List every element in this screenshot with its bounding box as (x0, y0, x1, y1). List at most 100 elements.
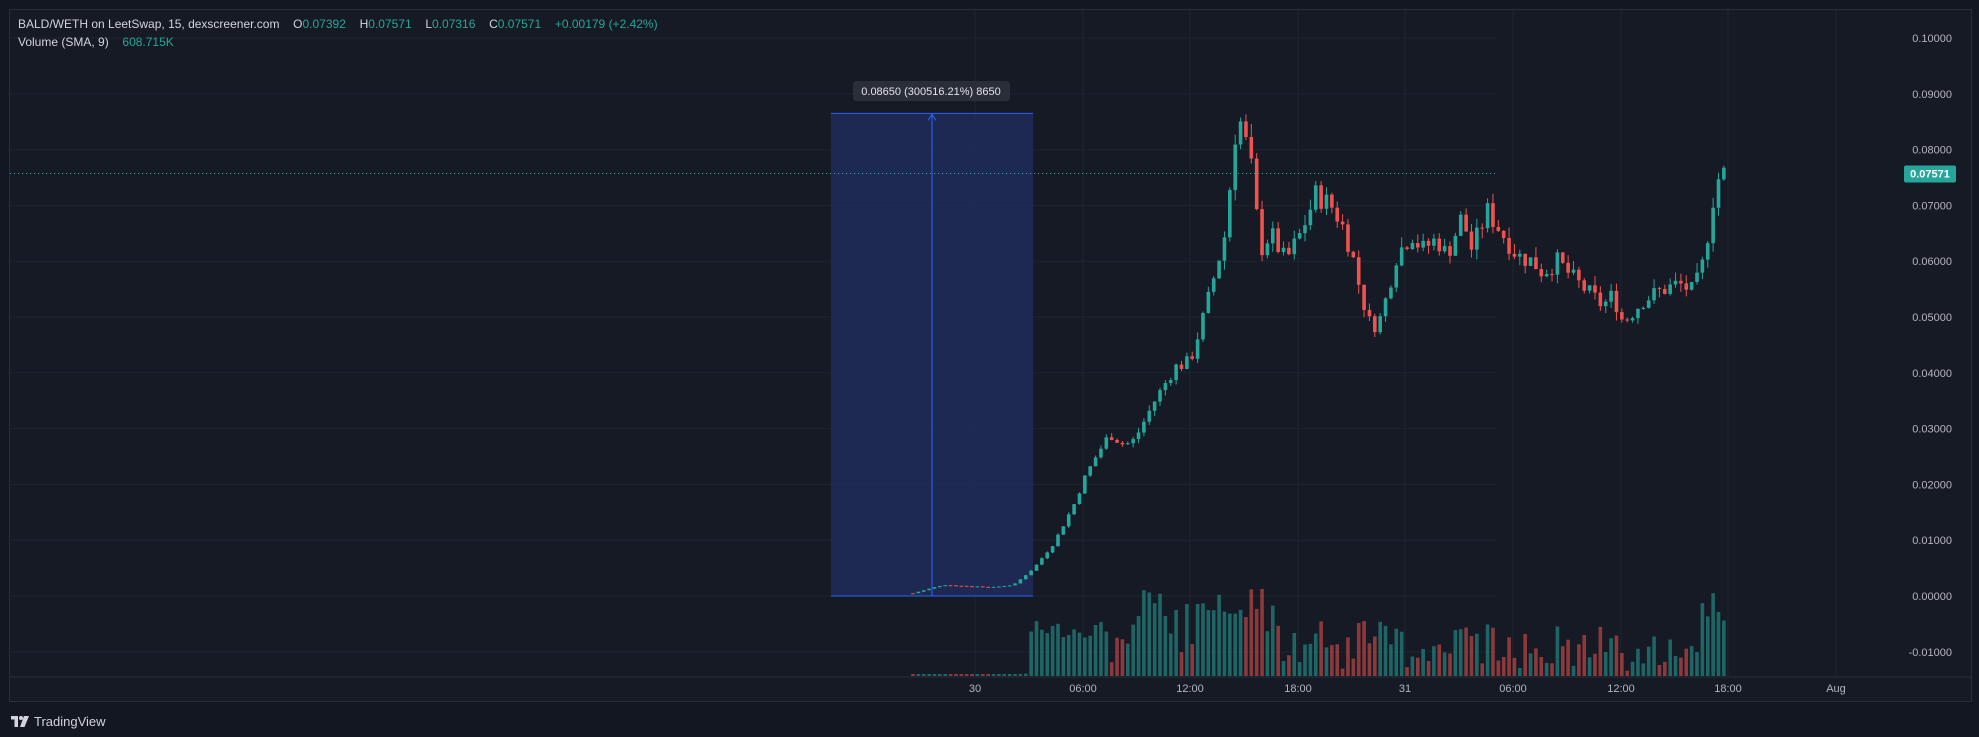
candle-body (1539, 269, 1544, 277)
volume-bar (1620, 653, 1624, 676)
volume-bar (1539, 656, 1544, 676)
candle-body (1083, 475, 1087, 494)
candle-body (1555, 252, 1560, 275)
volume-bar (1421, 648, 1425, 676)
volume-bar (1007, 674, 1012, 676)
candle-body (1206, 291, 1211, 314)
volume-bar (1163, 615, 1168, 676)
price-tick-label: 0.10000 (1912, 33, 1952, 45)
candle-body (1362, 284, 1366, 310)
price-tick-label: 0.07000 (1912, 200, 1952, 212)
candle-body (975, 586, 980, 588)
candle-body (954, 585, 958, 587)
candle-body (1673, 280, 1678, 285)
volume-bar (1399, 631, 1404, 676)
candle-body (1034, 564, 1039, 571)
volume-bar (1383, 625, 1388, 676)
candle-body (1281, 247, 1286, 252)
candle-body (1088, 466, 1093, 476)
candle-body (1598, 292, 1603, 307)
candle-body (1641, 307, 1646, 309)
price-tick-label: 0.09000 (1912, 89, 1952, 101)
chart-grid (10, 10, 1837, 676)
volume-bar (1555, 626, 1560, 676)
volume-bar (1469, 636, 1474, 676)
symbol-legend[interactable]: BALD/WETH on LeetSwap, 15, dexscreener.c… (18, 17, 658, 31)
candle-body (948, 585, 953, 587)
volume-legend[interactable]: Volume (SMA, 9) 608.715K (18, 35, 174, 49)
price-tick-label: 0.06000 (1912, 256, 1952, 268)
price-tick-label: 0.02000 (1912, 479, 1952, 491)
candle-body (1147, 410, 1152, 422)
candle-body (1174, 364, 1178, 381)
candle-body (1389, 287, 1393, 299)
candle-body (1126, 443, 1130, 445)
volume-bar (1265, 631, 1270, 676)
volume-label: Volume (SMA, 9) (18, 35, 109, 49)
candle-body (927, 588, 931, 591)
candle-body (1582, 280, 1587, 291)
candle-body (986, 586, 990, 588)
candle-body (1550, 274, 1554, 276)
candle-body (1190, 356, 1195, 359)
low-value: 0.07316 (432, 17, 476, 31)
volume-bar (1088, 635, 1093, 676)
volume-bar (1158, 593, 1162, 676)
volume-bar (964, 674, 969, 676)
volume-bar (1045, 633, 1050, 676)
candle-body (1480, 227, 1485, 229)
change-value: +0.00179 (+2.42%) (554, 17, 658, 31)
volume-bar (1475, 633, 1479, 676)
volume-bar (1023, 673, 1028, 676)
price-tick-label: 0.03000 (1912, 424, 1952, 436)
candle-body (1104, 437, 1109, 449)
volume-bar (1238, 609, 1243, 676)
candle-body (943, 585, 948, 587)
volume-bar (1432, 646, 1436, 676)
candle-body (1518, 253, 1522, 257)
close-value: 0.07571 (497, 17, 542, 31)
candle-body (1491, 203, 1495, 228)
volume-bar (1152, 603, 1157, 676)
candle-body (1211, 278, 1216, 292)
volume-bar (1147, 592, 1152, 676)
candle-body (1399, 247, 1404, 266)
volume-bar (1099, 622, 1103, 676)
measure-arrow-head (927, 113, 937, 121)
volume-bar (1577, 644, 1581, 676)
candle-body (1131, 439, 1135, 444)
candle-body (1560, 252, 1565, 263)
volume-bar (1598, 626, 1603, 676)
candle-body (1394, 265, 1399, 288)
measure-tool[interactable]: 0.08650 (300516.21%) 8650 (831, 81, 1033, 597)
candle-body (1571, 269, 1576, 273)
price-tick-label: 0.00000 (1912, 591, 1952, 603)
candle-body (1120, 442, 1125, 445)
candle-body (1657, 288, 1662, 290)
volume-bar (911, 674, 915, 676)
volume-bar (1356, 623, 1361, 676)
candle-body (1152, 401, 1157, 411)
time-tick-label: 06:00 (1499, 683, 1527, 695)
volume-bar (1254, 608, 1259, 676)
volume-bar (1534, 648, 1538, 676)
candle-body (1437, 238, 1442, 252)
price-chart[interactable]: 0.08650 (300516.21%) 8650 0.10000 0.09000… (0, 0, 1979, 702)
candle-body (1609, 290, 1613, 302)
candle-body (964, 585, 969, 587)
volume-bar (1496, 660, 1501, 676)
volume-bar (1093, 625, 1098, 676)
volume-bar (1281, 661, 1286, 676)
volume-bar (1603, 652, 1608, 676)
candle-body (1577, 269, 1581, 281)
candle-body (1442, 246, 1447, 252)
volume-bar (1351, 658, 1356, 676)
volume-bar (1663, 661, 1667, 676)
volume-bar (1646, 646, 1651, 676)
tradingview-logo[interactable]: TradingView (11, 714, 106, 729)
candle-body (1249, 136, 1254, 159)
volume-bar (1668, 639, 1672, 676)
volume-bar (1512, 657, 1517, 676)
candle-body (1351, 251, 1356, 258)
candle-body (1496, 227, 1501, 231)
